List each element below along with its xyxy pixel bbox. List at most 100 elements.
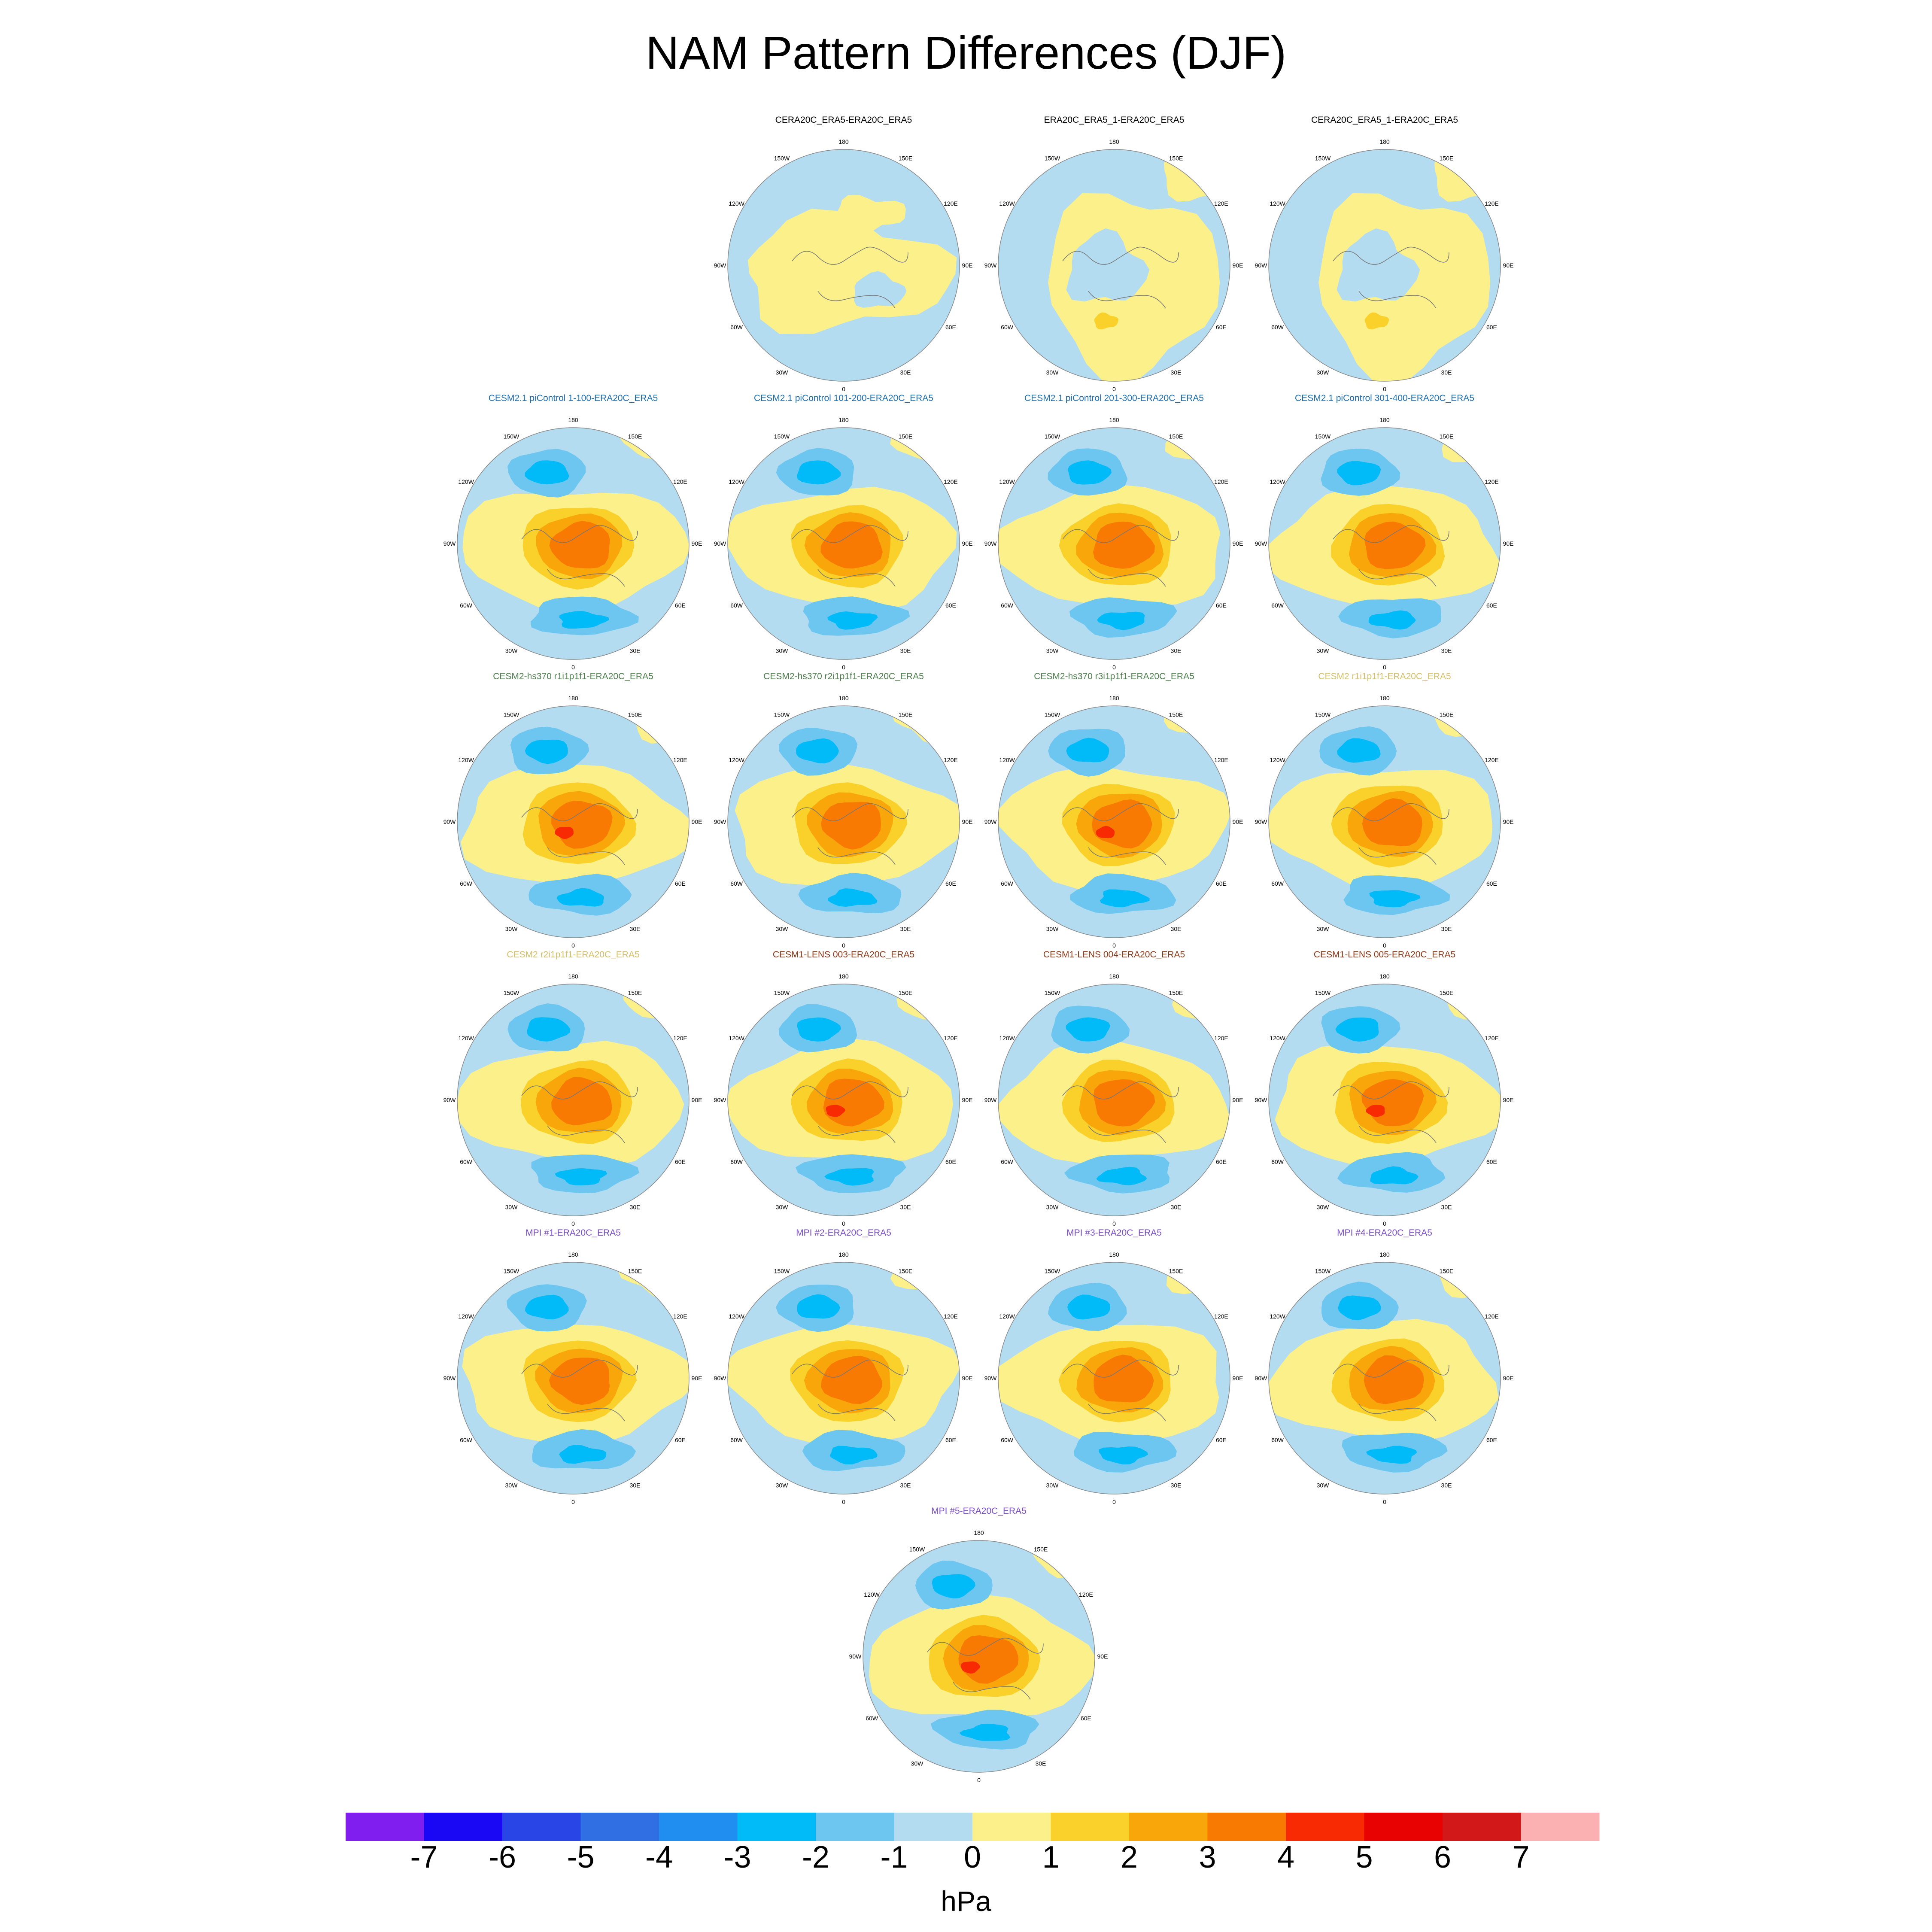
coastline (817, 291, 896, 309)
positive-contour (1364, 521, 1426, 569)
panel-title: CESM2-hs370 r1i1p1f1-ERA20C_ERA5 (493, 671, 653, 681)
map-panel: CESM2-hs370 r1i1p1f1-ERA20C_ERA5 180 150E 1… (438, 671, 708, 949)
coastline (1088, 847, 1166, 865)
longitude-label: 0 (571, 1220, 575, 1227)
longitude-label: 90W (1255, 262, 1268, 269)
negative-contour (827, 611, 878, 630)
positive-contour (555, 826, 574, 839)
longitude-label: 90E (1503, 818, 1514, 825)
longitude-label: 90E (1097, 1653, 1108, 1660)
longitude-label: 90W (1255, 818, 1268, 825)
positive-contour (1096, 826, 1115, 838)
panel-title: CERA20C_ERA5-ERA20C_ERA5 (775, 115, 912, 125)
polar-map: 180 150E 120E 90E 60E 30E 0 30W 60W 90W 120W 150W (714, 1251, 973, 1505)
negative-contour (830, 1446, 878, 1464)
longitude-label: 180 (974, 1529, 984, 1536)
longitude-label: 120W (1270, 756, 1285, 763)
coastline (1333, 803, 1449, 821)
longitude-label: 120W (458, 478, 474, 485)
longitude-label: 120W (729, 200, 744, 207)
longitude-label: 90W (1255, 1375, 1268, 1382)
longitude-label: 120E (1214, 1035, 1228, 1042)
panel-title: CESM2-hs370 r2i1p1f1-ERA20C_ERA5 (763, 671, 924, 681)
longitude-label: 150E (1169, 155, 1183, 162)
map-panel: CESM2.1 piControl 1-100-ERA20C_ERA5 180 15… (438, 393, 708, 671)
longitude-label: 30E (900, 647, 911, 654)
map-panel: CESM1-LENS 005-ERA20C_ERA5 180 150E 120E 90E… (1249, 950, 1520, 1227)
positive-contour (836, 195, 906, 235)
positive-contour (820, 521, 883, 569)
longitude-label: 60E (675, 1158, 686, 1165)
longitude-label: 90E (1233, 1375, 1243, 1382)
longitude-label: 30E (1171, 369, 1182, 376)
map-panel: CESM2.1 piControl 201-300-ERA20C_ERA5 180… (979, 393, 1249, 671)
positive-contour (747, 209, 957, 334)
polar-map: 180 150E 120E 90E 60E 30E 0 30W 60W 90W 120W 150W (1255, 416, 1514, 671)
map-panel: CESM1-LENS 004-ERA20C_ERA5 180 150E 120E 90E… (979, 950, 1249, 1227)
colorbar-swatch (737, 1813, 816, 1841)
longitude-label: 30E (1441, 925, 1452, 932)
map-panel: MPI #3-ERA20C_ERA5 180 150E 120E 90E 60E 30E 0 3… (979, 1228, 1249, 1505)
longitude-label: 120W (729, 1313, 744, 1320)
negative-contour (1335, 1018, 1379, 1042)
longitude-label: 90W (984, 1375, 997, 1382)
longitude-label: 150E (1034, 1546, 1048, 1553)
longitude-label: 90E (1233, 540, 1243, 547)
coastline (1088, 1125, 1166, 1143)
longitude-label: 120W (458, 1035, 474, 1042)
longitude-label: 90E (1503, 262, 1514, 269)
polar-map: 180 150E 120E 90E 60E 30E 0 30W 60W 90W 120W 150W (984, 973, 1243, 1227)
longitude-label: 90W (984, 818, 997, 825)
longitude-label: 120E (1485, 756, 1499, 763)
longitude-label: 120W (729, 478, 744, 485)
longitude-label: 150E (899, 433, 913, 440)
coastline (817, 1403, 896, 1422)
coastline (1088, 1403, 1166, 1422)
longitude-label: 150E (628, 990, 642, 996)
longitude-label: 120W (458, 1313, 474, 1320)
negative-contour (1096, 1166, 1147, 1185)
colorbar-tick: -3 (723, 1840, 751, 1874)
longitude-label: 120E (1485, 1313, 1499, 1320)
longitude-label: 90W (714, 540, 727, 547)
longitude-label: 90W (849, 1653, 862, 1660)
longitude-label: 30E (630, 647, 641, 654)
longitude-label: 60E (1216, 1158, 1227, 1165)
longitude-label: 30E (1171, 1203, 1182, 1210)
negative-contour (796, 460, 841, 485)
longitude-label: 0 (1112, 942, 1116, 949)
coastline (792, 1359, 908, 1378)
panel-title: ERA20C_ERA5_1-ERA20C_ERA5 (1044, 115, 1185, 125)
polar-map: 180 150E 120E 90E 60E 30E 0 30W 60W 90W 120W 150W (444, 1251, 702, 1505)
longitude-label: 90W (984, 262, 997, 269)
longitude-label: 150E (628, 1268, 642, 1275)
longitude-label: 180 (568, 416, 578, 423)
longitude-label: 30W (1046, 647, 1059, 654)
coastline (521, 803, 638, 821)
negative-contour (1067, 1294, 1110, 1320)
polar-map: 180 150E 120E 90E 60E 30E 0 30W 60W 90W 120W 150W (1255, 695, 1514, 949)
polar-map: 180 150E 120E 90E 60E 30E 0 30W 60W 90W 120W 150W (984, 695, 1243, 949)
figure-title: NAM Pattern Differences (DJF) (645, 27, 1287, 79)
longitude-label: 30W (505, 647, 518, 654)
map-border (1268, 705, 1501, 938)
longitude-label: 120E (944, 200, 958, 207)
coastline (927, 1637, 1044, 1656)
map-border (727, 149, 960, 382)
longitude-label: 150W (1315, 1268, 1331, 1275)
negative-contour (1066, 738, 1109, 762)
longitude-label: 150W (1315, 155, 1331, 162)
longitude-label: 30E (630, 1482, 641, 1488)
coastline (792, 246, 908, 265)
longitude-label: 90E (1233, 262, 1243, 269)
longitude-label: 90E (962, 1375, 973, 1382)
longitude-label: 90W (984, 1097, 997, 1103)
coastline (547, 569, 625, 587)
longitude-label: 60E (1081, 1715, 1091, 1722)
coastline (817, 1125, 896, 1143)
longitude-label: 180 (1109, 973, 1119, 980)
coastline (1333, 1359, 1449, 1378)
longitude-label: 60W (1271, 880, 1284, 887)
panel-title: CESM1-LENS 005-ERA20C_ERA5 (1313, 950, 1456, 960)
longitude-label: 150E (899, 990, 913, 996)
